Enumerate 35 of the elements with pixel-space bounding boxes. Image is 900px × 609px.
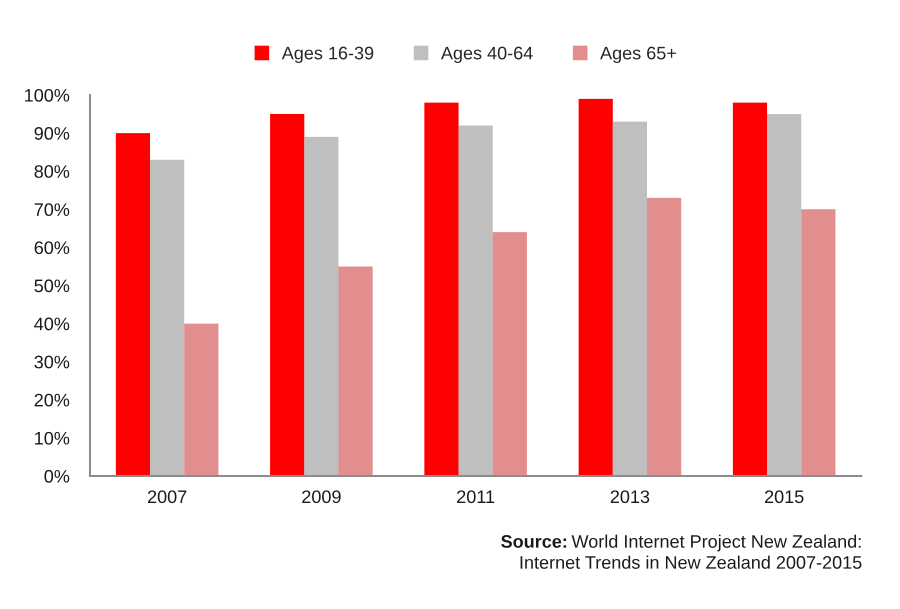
legend-label: Ages 16-39: [282, 46, 374, 64]
y-tick-label: 40%: [34, 318, 70, 330]
y-tick-label: 100%: [25, 88, 70, 102]
bar: [184, 324, 218, 476]
bar: [304, 136, 338, 476]
y-tick-label: 0%: [44, 470, 70, 483]
bar: [150, 160, 184, 476]
bar: [647, 198, 682, 476]
x-tick-label: 2011: [457, 490, 494, 504]
bar: [424, 102, 459, 476]
bar: [801, 209, 836, 476]
bar: [578, 98, 613, 476]
source-note: Source: World Internet Project New Zealand: Internet Trends in New Zealand 2007-2015: [501, 534, 862, 569]
y-tick-label: 30%: [34, 356, 70, 368]
legend-label: Ages 65+: [600, 46, 676, 64]
y-tick-label: 70%: [34, 203, 70, 216]
legend-label: Ages 40-64: [440, 46, 533, 64]
y-tick-label: 60%: [34, 241, 70, 254]
x-tick-label: 2007: [148, 490, 186, 504]
bar: [492, 232, 527, 476]
y-tick-label: 50%: [34, 279, 70, 292]
bar: [338, 266, 373, 476]
bar: [612, 122, 648, 476]
bar: [767, 114, 802, 476]
bar: [732, 102, 768, 476]
x-tick-label: 2015: [764, 490, 804, 504]
bar: [116, 133, 150, 476]
y-tick-label: 20%: [34, 394, 70, 407]
y-tick-label: 90%: [34, 127, 70, 140]
x-tick-label: 2013: [610, 490, 650, 504]
bar: [270, 114, 304, 476]
y-tick-label: 80%: [34, 165, 70, 178]
x-tick-label: 2009: [302, 490, 341, 504]
y-tick-label: 10%: [35, 432, 70, 445]
bar: [458, 125, 493, 476]
